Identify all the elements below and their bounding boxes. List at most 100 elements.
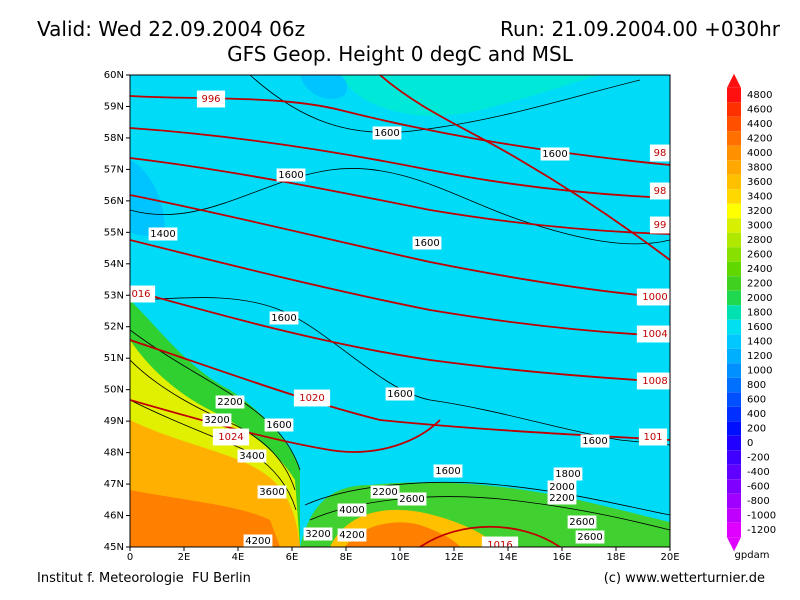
colorbar-unit: gpdam bbox=[735, 550, 770, 561]
colorbar-swatch bbox=[727, 406, 741, 422]
lat-label: 55N bbox=[104, 227, 124, 238]
contour-label-bg bbox=[237, 449, 267, 463]
lon-label: 0 bbox=[127, 552, 133, 563]
contour-label-bg bbox=[202, 413, 232, 427]
contour-label: 3200 bbox=[204, 415, 229, 426]
contour-label-bg bbox=[547, 491, 577, 505]
contour-label-bg bbox=[540, 147, 570, 161]
contour-label: 1004 bbox=[642, 329, 667, 340]
field-light bbox=[340, 75, 600, 116]
colorbar-swatch bbox=[727, 522, 741, 538]
contour-label-bg bbox=[636, 325, 670, 343]
colorbar-label: 400 bbox=[747, 409, 766, 420]
contour-label-bg bbox=[397, 492, 427, 506]
contour-label: 1600 bbox=[435, 466, 460, 477]
lat-label: 50N bbox=[104, 385, 124, 396]
contour-label-bg bbox=[370, 485, 400, 499]
contour-label: 1000 bbox=[642, 292, 667, 303]
contour-label-bg bbox=[638, 428, 668, 446]
colorbar-swatch bbox=[727, 319, 741, 335]
colorbar-swatch bbox=[727, 421, 741, 436]
colorbar-label: 200 bbox=[747, 424, 766, 435]
colorbar-swatch bbox=[727, 363, 741, 378]
lat-label: 47N bbox=[104, 479, 124, 490]
colorbar-label: 1000 bbox=[747, 366, 772, 377]
lat-label: 49N bbox=[104, 416, 124, 427]
contour-label: 98 bbox=[654, 186, 667, 197]
contour-label: 1600 bbox=[271, 313, 296, 324]
contour-label: 2600 bbox=[569, 517, 594, 528]
colorbar-label: 2800 bbox=[747, 235, 772, 246]
colorbar-label: 800 bbox=[747, 380, 766, 391]
colorbar-swatch bbox=[727, 261, 741, 277]
colorbar-label: -1000 bbox=[747, 511, 776, 522]
colorbar-label: 3600 bbox=[747, 177, 772, 188]
colorbar: 4800460044004200400038003600340032003000… bbox=[727, 73, 776, 561]
contour-label-bg bbox=[257, 485, 287, 499]
contour-label: 2200 bbox=[372, 487, 397, 498]
lon-label: 16E bbox=[552, 552, 571, 563]
colorbar-swatch bbox=[727, 290, 741, 306]
contour-label: 2200 bbox=[217, 397, 242, 408]
contour-label: 1008 bbox=[642, 376, 667, 387]
contour-label-bg bbox=[337, 503, 367, 517]
colorbar-label: 3800 bbox=[747, 163, 772, 174]
contour-label: 3200 bbox=[305, 529, 330, 540]
lat-label: 46N bbox=[104, 511, 124, 522]
colorbar-swatch bbox=[727, 493, 741, 509]
contour-label-bg bbox=[276, 168, 306, 182]
contour-label: 3600 bbox=[259, 487, 284, 498]
colorbar-label: -400 bbox=[747, 467, 770, 478]
colorbar-swatch bbox=[727, 450, 741, 465]
colorbar-label: 3400 bbox=[747, 192, 772, 203]
colorbar-arrow-bottom bbox=[727, 537, 741, 552]
lon-label: 10E bbox=[390, 552, 409, 563]
colorbar-label: 2000 bbox=[747, 293, 772, 304]
lon-label: 4E bbox=[232, 552, 245, 563]
lon-label: 12E bbox=[444, 552, 463, 563]
colorbar-label: -200 bbox=[747, 453, 770, 464]
contour-label-bg bbox=[196, 90, 226, 108]
contour-label-bg bbox=[269, 311, 299, 325]
colorbar-swatch bbox=[727, 189, 741, 204]
lat-label: 52N bbox=[104, 322, 124, 333]
contour-label: 1400 bbox=[150, 229, 175, 240]
contour-label-bg bbox=[303, 527, 333, 541]
colorbar-label: 2200 bbox=[747, 279, 772, 290]
footer-copyright: (c) www.wetterturnier.de bbox=[604, 571, 765, 586]
contour-label: 4200 bbox=[339, 530, 364, 541]
colorbar-label: 4400 bbox=[747, 119, 772, 130]
map-field: 1600 1600 1600 1400 1600 1600 1600 1600 1600 1800… bbox=[130, 75, 670, 547]
lon-label: 14E bbox=[498, 552, 517, 563]
contour-label-bg bbox=[243, 534, 273, 547]
contour-label: 1800 bbox=[555, 469, 580, 480]
contour-label-bg bbox=[433, 464, 463, 478]
contour-label-bg bbox=[567, 515, 597, 529]
contour-label: 98 bbox=[654, 148, 667, 159]
contour-label-bg bbox=[412, 236, 442, 250]
contour-label: 2000 bbox=[549, 482, 574, 493]
colorbar-swatch bbox=[727, 160, 741, 175]
colorbar-swatch bbox=[727, 131, 741, 146]
lat-label: 53N bbox=[104, 290, 124, 301]
colorbar-swatch bbox=[727, 203, 741, 219]
colorbar-swatch bbox=[727, 348, 741, 364]
lat-label: 48N bbox=[104, 448, 124, 459]
colorbar-swatch bbox=[727, 116, 741, 132]
contour-label: 1600 bbox=[582, 436, 607, 447]
lon-label: 2E bbox=[178, 552, 191, 563]
contour-label: 1600 bbox=[374, 128, 399, 139]
contour-label-bg bbox=[215, 395, 245, 409]
contour-label: 3400 bbox=[239, 451, 264, 462]
contour-label-bg bbox=[148, 227, 178, 241]
lat-label: 59N bbox=[104, 101, 124, 112]
contour-labels: 1600 1600 1600 1400 1600 1600 1600 1600 1600 1800… bbox=[130, 90, 670, 547]
footer-institute: Institut f. Meteorologie FU Berlin bbox=[37, 571, 251, 586]
contour-label: 1600 bbox=[414, 238, 439, 249]
field-low bbox=[300, 75, 348, 99]
colorbar-label: 0 bbox=[747, 438, 753, 449]
colorbar-swatch bbox=[727, 508, 741, 523]
contour-label-bg bbox=[337, 528, 367, 542]
valid-time: Valid: Wed 22.09.2004 06z bbox=[37, 17, 305, 41]
lat-label: 56N bbox=[104, 196, 124, 207]
